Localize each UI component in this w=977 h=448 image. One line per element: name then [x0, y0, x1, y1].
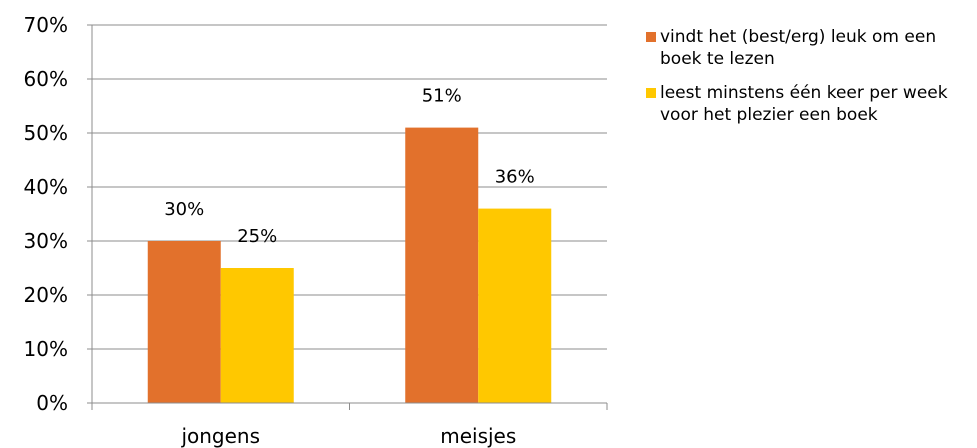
legend-item: leest minstens één keer per week voor he…	[646, 82, 971, 126]
bar	[478, 208, 552, 403]
data-label: 36%	[495, 167, 535, 188]
legend-swatch	[646, 32, 656, 42]
y-tick-label: 70%	[24, 13, 68, 37]
y-tick-label: 10%	[24, 337, 68, 361]
bars	[147, 127, 552, 403]
x-axis: jongens meisjes	[91, 25, 608, 448]
bar	[147, 241, 221, 403]
data-label: 51%	[422, 86, 462, 107]
y-tick-label: 60%	[24, 67, 68, 91]
data-label: 30%	[164, 199, 204, 220]
y-tick-label: 50%	[24, 121, 68, 145]
x-tick-label: meisjes	[440, 424, 516, 448]
data-labels: 30% 51% 25% 36%	[164, 86, 535, 247]
x-tick-label: jongens	[180, 424, 260, 448]
legend: vindt het (best/erg) leuk om een boek te…	[646, 26, 971, 138]
y-axis-ticks: 0% 10% 20% 30% 40% 50% 60% 70%	[24, 13, 92, 415]
legend-item: vindt het (best/erg) leuk om een boek te…	[646, 26, 971, 70]
y-tick-label: 0%	[36, 391, 68, 415]
y-tick-label: 40%	[24, 175, 68, 199]
data-label: 25%	[237, 226, 277, 247]
y-tick-label: 30%	[24, 229, 68, 253]
y-tick-label: 20%	[24, 283, 68, 307]
bar	[220, 268, 294, 403]
legend-label: leest minstens één keer per week voor he…	[660, 83, 948, 125]
legend-swatch	[646, 88, 656, 98]
legend-label: vindt het (best/erg) leuk om een boek te…	[660, 27, 937, 69]
bar-chart: 0% 10% 20% 30% 40% 50% 60% 70% 30% 51% 25% 36% jon…	[24, 13, 608, 448]
bar	[405, 127, 479, 403]
